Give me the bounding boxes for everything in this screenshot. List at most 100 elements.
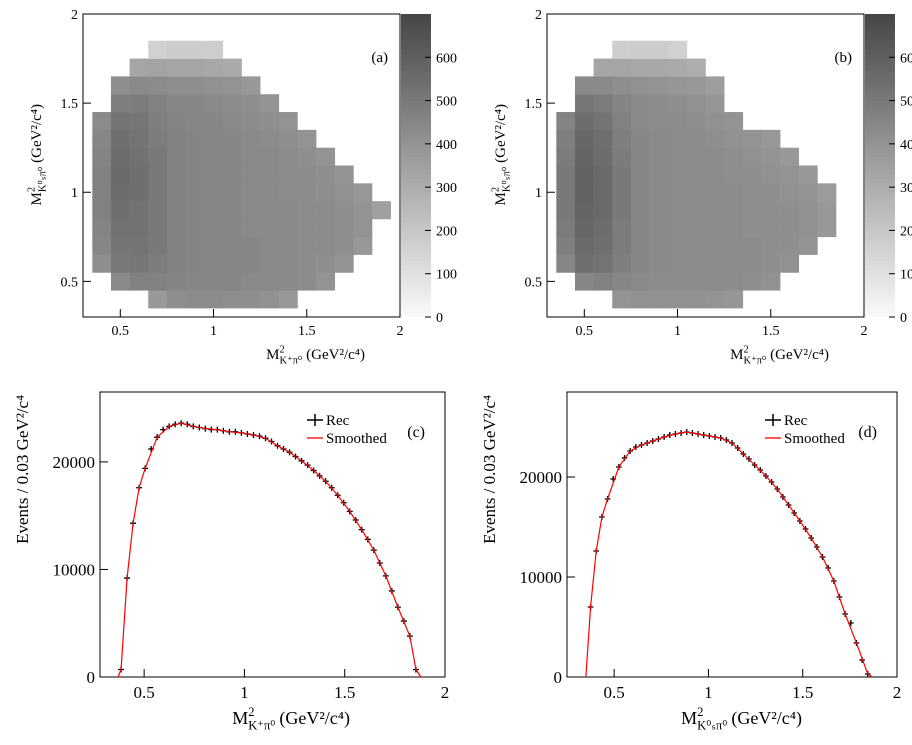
- colorbar-step: [401, 239, 431, 244]
- legend-label: Rec: [784, 413, 808, 429]
- heat-cell: [556, 236, 576, 255]
- colorbar-step: [401, 200, 431, 205]
- heat-cell: [278, 129, 298, 148]
- colorbar-tick-label: 500: [436, 95, 457, 110]
- heat-cell: [148, 218, 168, 238]
- heat-cell: [166, 165, 186, 184]
- heat-cell: [204, 94, 224, 113]
- heat-cell: [798, 165, 818, 184]
- heat-cell: [316, 218, 336, 238]
- colorbar-step: [401, 191, 431, 197]
- heat-cell: [780, 236, 800, 255]
- colorbar-step: [401, 18, 431, 24]
- heat-cell: [334, 254, 354, 273]
- heat-cell: [222, 58, 242, 77]
- x-tick-label: 0.5: [134, 683, 155, 702]
- colorbar-step: [401, 243, 431, 249]
- colorbar-step: [865, 213, 895, 218]
- heat-cell: [668, 147, 688, 166]
- colorbar-step: [401, 14, 431, 19]
- colorbar-step: [865, 221, 895, 227]
- heat-cell: [593, 183, 613, 202]
- colorbar-step: [401, 226, 431, 231]
- heat-cell: [166, 112, 186, 131]
- colorbar-step: [865, 122, 895, 127]
- heat-cell: [668, 165, 688, 184]
- heat-cell: [761, 129, 781, 148]
- heat-cell: [574, 201, 594, 220]
- heat-cell: [649, 147, 669, 166]
- heat-cell: [129, 272, 149, 291]
- heat-cell: [185, 165, 205, 184]
- colorbar-step: [865, 130, 895, 136]
- heat-cell: [204, 76, 224, 95]
- heat-cell: [129, 218, 149, 238]
- axis-title: Events / 0.03 GeV²/c⁴: [480, 395, 499, 544]
- heat-cell: [92, 112, 112, 131]
- heat-cell: [110, 147, 130, 166]
- heat-cell: [593, 112, 613, 131]
- colorbar-step: [401, 295, 431, 301]
- colorbar-step: [865, 152, 895, 158]
- heat-cell: [705, 218, 725, 238]
- heat-cell: [649, 58, 669, 77]
- colorbar-step: [401, 83, 431, 88]
- panel-label: (d): [858, 424, 877, 441]
- heat-cell: [241, 218, 261, 238]
- heat-cell: [334, 165, 354, 184]
- colorbar-step: [401, 265, 431, 270]
- heat-cell: [204, 147, 224, 166]
- colorbar-step: [865, 187, 895, 192]
- heat-cell: [110, 218, 130, 238]
- heat-cell: [129, 236, 149, 255]
- colorbar-step: [865, 299, 895, 305]
- heat-cell: [649, 254, 669, 273]
- colorbar-step: [865, 226, 895, 231]
- colorbar-step: [865, 265, 895, 270]
- colorbar-step: [401, 213, 431, 218]
- heat-cell: [574, 165, 594, 184]
- heat-cell: [612, 112, 632, 131]
- heat-cell: [185, 290, 205, 309]
- heat-cell: [686, 165, 706, 184]
- colorbar-step: [865, 165, 895, 171]
- y-tick-label: 10000: [520, 568, 563, 587]
- colorbar-step: [401, 70, 431, 75]
- heat-cell: [798, 183, 818, 202]
- heat-cell: [110, 183, 130, 202]
- colorbar-step: [401, 304, 431, 309]
- heat-cell: [148, 254, 168, 273]
- colorbar-step: [865, 61, 895, 67]
- heat-cell: [649, 290, 669, 309]
- axis-title-sub: K⁰ₛπ⁰: [37, 166, 49, 192]
- heat-cell: [612, 218, 632, 238]
- heat-cell: [686, 254, 706, 273]
- colorbar-step: [401, 161, 431, 166]
- heat-cell: [705, 129, 725, 148]
- colorbar-tick-label: 0: [436, 311, 443, 326]
- heat-cell: [260, 147, 280, 166]
- colorbar-step: [401, 74, 431, 80]
- axis-title-sup: 2: [279, 344, 284, 355]
- axis-title-unit: (GeV²/c⁴): [306, 347, 365, 363]
- colorbar-step: [401, 113, 431, 119]
- colorbar-step: [865, 143, 895, 149]
- colorbar-step: [865, 96, 895, 101]
- heat-cell: [297, 218, 317, 238]
- colorbar-step: [401, 169, 431, 175]
- colorbar-tick-label: 600: [900, 51, 912, 66]
- colorbar-step: [401, 260, 431, 266]
- legend-symbol: [765, 414, 781, 426]
- heat-cell: [129, 94, 149, 113]
- colorbar-tick-label: 400: [436, 138, 457, 153]
- heat-cell: [129, 129, 149, 148]
- heat-cell: [278, 201, 298, 220]
- heat-cell: [129, 201, 149, 220]
- colorbar-step: [401, 204, 431, 210]
- colorbar-step: [401, 126, 431, 132]
- heat-cell: [185, 254, 205, 273]
- heat-cell: [334, 218, 354, 238]
- heat-cell: [92, 183, 112, 202]
- heat-cell: [668, 183, 688, 202]
- heat-cell: [742, 165, 762, 184]
